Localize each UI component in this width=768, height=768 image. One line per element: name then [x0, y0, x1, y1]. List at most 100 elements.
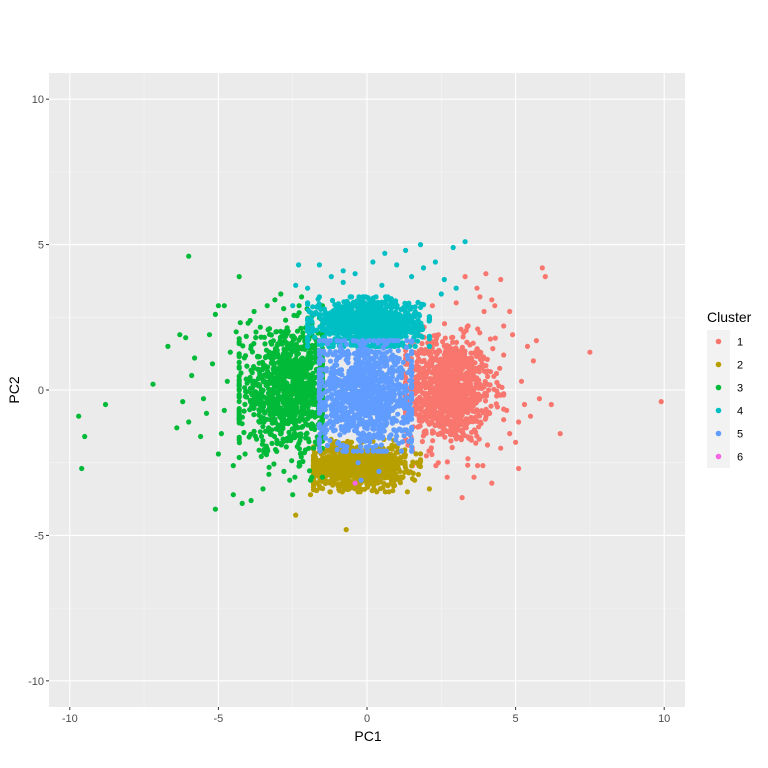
point-cluster-1: [464, 420, 470, 426]
point-cluster-5: [380, 344, 386, 350]
point-cluster-1: [451, 351, 458, 357]
point-cluster-4: [383, 294, 389, 300]
point-cluster-1: [454, 415, 460, 421]
point-cluster-3: [287, 374, 293, 380]
point-cluster-3: [274, 411, 280, 417]
point-cluster-4: [388, 343, 394, 349]
point-cluster-1: [429, 430, 435, 436]
point-cluster-3: [236, 382, 242, 388]
point-cluster-3: [296, 337, 302, 343]
point-cluster-3: [257, 429, 263, 435]
point-cluster-3: [309, 409, 315, 415]
point-cluster-4: [344, 316, 350, 322]
point-cluster-2: [316, 483, 322, 489]
point-cluster-3: [242, 385, 248, 391]
point-cluster-1: [427, 358, 433, 365]
point-cluster-3: [264, 303, 270, 309]
point-cluster-4: [415, 328, 421, 334]
point-cluster-1: [447, 432, 454, 438]
point-cluster-3: [287, 477, 293, 483]
point-cluster-2: [388, 452, 394, 458]
point-cluster-3: [192, 355, 198, 361]
point-cluster-3: [297, 462, 303, 469]
point-cluster-3: [258, 387, 264, 393]
point-cluster-4: [330, 328, 337, 335]
point-cluster-3: [295, 425, 301, 431]
point-cluster-2: [426, 486, 432, 492]
point-cluster-1: [465, 462, 471, 468]
point-cluster-3: [180, 399, 186, 405]
point-cluster-4: [376, 329, 383, 335]
point-cluster-3: [241, 355, 247, 361]
point-cluster-4: [405, 316, 411, 323]
point-cluster-4: [349, 294, 355, 300]
point-cluster-5: [404, 338, 410, 344]
point-cluster-1: [477, 294, 483, 300]
point-cluster-1: [465, 323, 471, 329]
point-cluster-4: [315, 303, 321, 309]
point-cluster-1: [521, 401, 528, 408]
point-cluster-3: [218, 431, 224, 437]
point-cluster-3: [262, 341, 268, 347]
point-cluster-3: [230, 463, 236, 469]
point-cluster-1: [403, 375, 409, 381]
point-cluster-4: [370, 343, 376, 349]
point-cluster-4: [403, 247, 409, 253]
point-cluster-4: [323, 318, 329, 324]
point-cluster-1: [436, 381, 442, 387]
point-cluster-3: [300, 458, 306, 465]
point-cluster-3: [248, 497, 254, 504]
point-cluster-1: [501, 417, 507, 423]
point-cluster-4: [316, 294, 322, 300]
point-cluster-4: [312, 334, 318, 340]
point-cluster-1: [487, 410, 493, 416]
point-cluster-2: [397, 454, 404, 461]
point-cluster-2: [345, 438, 351, 444]
point-cluster-1: [416, 356, 422, 362]
point-cluster-4: [394, 262, 400, 268]
point-cluster-1: [434, 395, 440, 401]
point-cluster-3: [298, 394, 304, 400]
point-cluster-3: [294, 381, 300, 387]
point-cluster-3: [296, 303, 302, 309]
point-cluster-1: [507, 431, 513, 437]
point-cluster-2: [325, 469, 331, 475]
point-cluster-3: [284, 380, 290, 386]
point-cluster-1: [468, 414, 474, 420]
point-cluster-4: [379, 282, 385, 288]
point-cluster-2: [385, 474, 391, 480]
point-cluster-3: [203, 410, 210, 416]
point-cluster-4: [305, 285, 311, 291]
point-cluster-1: [501, 352, 507, 358]
point-cluster-4: [401, 323, 407, 329]
point-cluster-1: [470, 419, 476, 425]
point-cluster-3: [242, 393, 248, 399]
point-cluster-4: [420, 265, 427, 271]
point-cluster-4: [341, 321, 347, 327]
point-cluster-1: [419, 341, 425, 347]
point-cluster-3: [249, 399, 255, 405]
point-cluster-4: [378, 311, 384, 317]
point-cluster-3: [294, 372, 300, 378]
point-cluster-1: [432, 408, 438, 415]
point-cluster-1: [447, 406, 453, 413]
point-cluster-4: [293, 282, 299, 288]
point-cluster-3: [274, 448, 280, 454]
point-cluster-4: [378, 305, 384, 311]
point-cluster-3: [312, 439, 318, 445]
point-cluster-4: [409, 274, 415, 280]
point-cluster-1: [516, 465, 522, 472]
point-cluster-4: [349, 325, 355, 331]
point-cluster-1: [438, 386, 444, 392]
point-cluster-1: [465, 434, 471, 440]
point-cluster-1: [465, 456, 471, 462]
point-cluster-1: [430, 399, 436, 405]
point-cluster-3: [319, 474, 325, 480]
point-cluster-3: [260, 365, 266, 371]
point-cluster-3: [272, 297, 278, 303]
point-cluster-4: [376, 323, 382, 329]
point-cluster-3: [275, 389, 281, 395]
point-cluster-1: [440, 429, 446, 435]
point-cluster-2: [362, 475, 368, 481]
point-cluster-3: [312, 387, 318, 393]
